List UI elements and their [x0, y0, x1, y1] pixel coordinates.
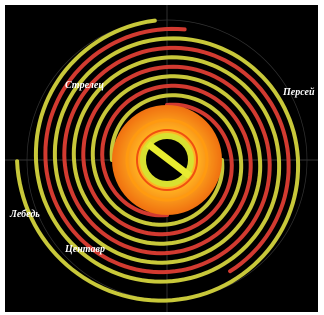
arm-label: Центавр	[64, 244, 105, 255]
galaxy-diagram: Стрелец Персей Лебедь Центавр	[0, 0, 324, 315]
arm-label: Персей	[282, 87, 315, 98]
arm-label: Стрелец	[65, 80, 104, 91]
arm-label: Лебедь	[9, 209, 40, 220]
